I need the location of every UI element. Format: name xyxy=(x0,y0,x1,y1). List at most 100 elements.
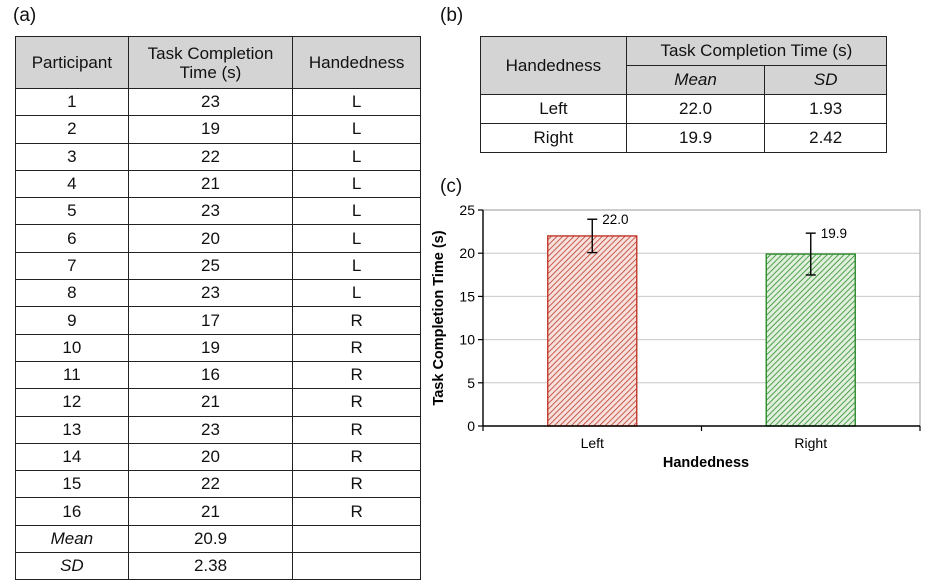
header-task-time: Task Completion Time (s) xyxy=(127,36,294,89)
time-cell: 21 xyxy=(127,388,294,417)
summary-row: SD 2.38 xyxy=(15,552,421,581)
summary-value: 2.38 xyxy=(127,552,294,581)
y-tick-label: 20 xyxy=(459,245,475,261)
participant-cell: 3 xyxy=(15,142,129,171)
table-row: 16 21 R xyxy=(15,497,421,526)
time-cell: 20 xyxy=(127,442,294,472)
handedness-cell: R xyxy=(292,333,421,362)
participant-cell: 8 xyxy=(15,279,129,308)
time-cell: 23 xyxy=(127,87,294,117)
participant-cell: 15 xyxy=(15,470,129,499)
summary-table: Handedness Task Completion Time (s) Mean… xyxy=(480,36,888,153)
header-task-time-b: Task Completion Time (s) xyxy=(625,36,888,66)
table-row: 5 23 L xyxy=(15,197,421,226)
summary-empty xyxy=(292,524,421,554)
table-row: 11 16 R xyxy=(15,360,421,390)
x-axis-label: Handedness xyxy=(663,455,749,471)
panel-label-c: (c) xyxy=(440,176,463,197)
time-cell: 22 xyxy=(127,142,294,171)
mean-cell: 19.9 xyxy=(625,123,766,153)
summary-row: Mean 20.9 xyxy=(15,524,421,554)
handedness-cell: R xyxy=(292,442,421,472)
table-row: 8 23 L xyxy=(15,279,421,308)
handedness-cell: L xyxy=(292,169,421,199)
participant-table: Participant Task Completion Time (s) Han… xyxy=(15,36,421,581)
table-row: 7 25 L xyxy=(15,251,421,281)
y-tick-label: 5 xyxy=(467,375,475,391)
participant-cell: 14 xyxy=(15,442,129,472)
time-cell: 22 xyxy=(127,470,294,499)
header-handedness: Handedness xyxy=(292,36,421,89)
participant-cell: 1 xyxy=(15,87,129,117)
handedness-cell: R xyxy=(292,388,421,417)
table-row: Right 19.9 2.42 xyxy=(480,123,887,153)
participant-cell: 2 xyxy=(15,115,129,144)
handedness-cell: R xyxy=(292,470,421,499)
participant-cell: 12 xyxy=(15,388,129,417)
sd-cell: 2.42 xyxy=(764,123,887,153)
summary-label: SD xyxy=(15,552,129,581)
participant-cell: 7 xyxy=(15,251,129,281)
time-cell: 23 xyxy=(127,279,294,308)
handedness-cell: L xyxy=(292,142,421,171)
time-cell: 20 xyxy=(127,224,294,253)
bar-right xyxy=(765,253,856,427)
handedness-cell: Left xyxy=(480,94,627,124)
handedness-cell: L xyxy=(292,87,421,117)
header-task-time-line1: Task Completion xyxy=(147,43,274,63)
table-row: Left 22.0 1.93 xyxy=(480,94,887,124)
table-row: 15 22 R xyxy=(15,470,421,499)
table-row: 9 17 R xyxy=(15,306,421,335)
summary-empty xyxy=(292,552,421,581)
time-cell: 23 xyxy=(127,415,294,444)
table-row: 1 23 L xyxy=(15,87,421,117)
time-cell: 25 xyxy=(127,251,294,281)
time-cell: 17 xyxy=(127,306,294,335)
header-task-time-line2: Time (s) xyxy=(179,62,242,82)
table-row: 12 21 R xyxy=(15,388,421,417)
time-cell: 21 xyxy=(127,497,294,526)
bar-chart: 22.0 19.9 0 5 10 15 20 25 Left Right Task Comple… xyxy=(431,202,921,471)
handedness-cell: R xyxy=(292,360,421,390)
table-row: 10 19 R xyxy=(15,333,421,362)
y-axis-label: Task Completion Time (s) xyxy=(431,230,447,405)
handedness-cell: L xyxy=(292,251,421,281)
table-row: 14 20 R xyxy=(15,442,421,472)
participant-cell: 10 xyxy=(15,333,129,362)
participant-cell: 11 xyxy=(15,360,129,390)
y-tick-label: 10 xyxy=(459,332,475,348)
x-tick-label: Left xyxy=(581,435,604,451)
participant-cell: 9 xyxy=(15,306,129,335)
handedness-cell: L xyxy=(292,224,421,253)
handedness-cell: L xyxy=(292,197,421,226)
time-cell: 23 xyxy=(127,197,294,226)
table-row: 2 19 L xyxy=(15,115,421,144)
participant-cell: 13 xyxy=(15,415,129,444)
summary-label: Mean xyxy=(15,524,129,554)
table-row: 13 23 R xyxy=(15,415,421,444)
bar-left xyxy=(547,235,638,427)
y-tick-label: 25 xyxy=(459,202,475,218)
y-tick-label: 15 xyxy=(459,288,475,304)
header-handedness-b: Handedness xyxy=(480,36,627,95)
header-participant: Participant xyxy=(15,36,129,89)
participant-cell: 5 xyxy=(15,197,129,226)
handedness-cell: L xyxy=(292,279,421,308)
time-cell: 19 xyxy=(127,333,294,362)
data-label: 19.9 xyxy=(821,226,847,241)
summary-value: 20.9 xyxy=(127,524,294,554)
participant-cell: 4 xyxy=(15,169,129,199)
time-cell: 16 xyxy=(127,360,294,390)
data-label: 22.0 xyxy=(602,212,628,227)
handedness-cell: L xyxy=(292,115,421,144)
y-tick-label: 0 xyxy=(467,418,475,434)
panel-label-a: (a) xyxy=(13,5,37,26)
header-mean: Mean xyxy=(625,65,766,95)
handedness-cell: R xyxy=(292,497,421,526)
header-sd: SD xyxy=(764,65,887,95)
participant-cell: 16 xyxy=(15,497,129,526)
handedness-cell: Right xyxy=(480,123,627,153)
time-cell: 19 xyxy=(127,115,294,144)
participant-cell: 6 xyxy=(15,224,129,253)
mean-cell: 22.0 xyxy=(625,94,766,124)
